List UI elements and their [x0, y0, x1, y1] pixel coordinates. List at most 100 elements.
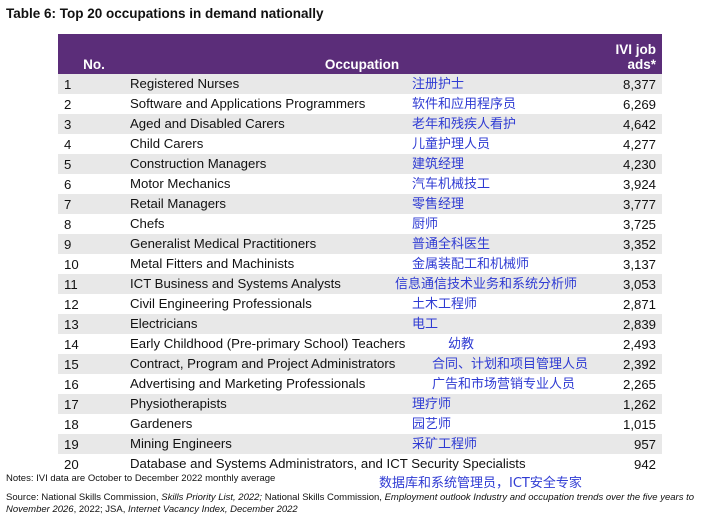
- table-row: 20 Database and Systems Administrators, a…: [58, 454, 662, 474]
- table-row: 7 Retail Managers 零售经理 3,777: [58, 194, 662, 214]
- table-row: 19 Mining Engineers 采矿工程师 957: [58, 434, 662, 454]
- occupation-cell: Generalist Medical Practitioners 普通全科医生: [130, 234, 594, 254]
- table-row: 12 Civil Engineering Professionals 土木工程师 2,…: [58, 294, 662, 314]
- occupation-name: Generalist Medical Practitioners: [130, 236, 317, 251]
- occupation-chinese-annotation: 合同、计划和项目管理人员: [432, 357, 589, 372]
- source-mid: National Skills Commission,: [262, 492, 385, 503]
- occupation-chinese-annotation: 金属装配工和机械师: [412, 257, 530, 272]
- occupation-chinese-annotation: 软件和应用程序员: [412, 97, 517, 112]
- occupation-cell: Contract, Program and Project Administra…: [130, 354, 594, 374]
- ivi-job-ads-count: 6,269: [594, 94, 662, 114]
- occupation-name: ICT Business and Systems Analysts: [130, 276, 341, 291]
- occupation-name: Contract, Program and Project Administra…: [130, 356, 396, 371]
- occupation-chinese-annotation: 数据库和系统管理员，ICT安全专家: [379, 476, 582, 491]
- row-number: 16: [58, 374, 130, 394]
- header-ivi-job-ads: IVI job ads*: [594, 34, 662, 74]
- table-row: 16 Advertising and Marketing Professional…: [58, 374, 662, 394]
- source-skills-priority-list: Skills Priority List, 2022;: [161, 492, 263, 503]
- occupation-chinese-annotation: 建筑经理: [412, 157, 465, 172]
- row-number: 7: [58, 194, 130, 214]
- source-employment-outlook: Employment outlook Industry and occupati…: [6, 492, 695, 515]
- source-note: Source: National Skills Commission, Skil…: [6, 492, 696, 516]
- ivi-job-ads-count: 1,015: [594, 414, 662, 434]
- occupation-chinese-annotation: 儿童护理人员: [412, 137, 491, 152]
- occupation-cell: Advertising and Marketing Professionals 广…: [130, 374, 594, 394]
- source-internet-vacancy-index: Internet Vacancy Index, December 2022: [128, 504, 298, 515]
- occupation-chinese-annotation: 注册护士: [412, 77, 465, 92]
- occupation-chinese-annotation: 汽车机械技工: [412, 177, 491, 192]
- table-row: 13 Electricians 电工 2,839: [58, 314, 662, 334]
- table-row: 18 Gardeners 园艺师 1,015: [58, 414, 662, 434]
- occupation-name: Child Carers: [130, 136, 204, 151]
- table-row: 14 Early Childhood (Pre-primary School) T…: [58, 334, 662, 354]
- occupation-name: Retail Managers: [130, 196, 227, 211]
- occupation-chinese-annotation: 信息通信技术业务和系统分析师: [395, 277, 578, 292]
- occupation-name: Aged and Disabled Carers: [130, 116, 285, 131]
- ivi-job-ads-count: 3,053: [594, 274, 662, 294]
- ivi-job-ads-count: 2,265: [594, 374, 662, 394]
- ivi-job-ads-count: 942: [594, 454, 662, 474]
- occupation-chinese-annotation: 土木工程师: [412, 297, 478, 312]
- occupation-cell: Mining Engineers 采矿工程师: [130, 434, 594, 454]
- header-ads-line1: IVI job: [615, 42, 657, 57]
- ivi-job-ads-count: 4,642: [594, 114, 662, 134]
- row-number: 2: [58, 94, 130, 114]
- ivi-job-ads-count: 8,377: [594, 74, 662, 94]
- row-number: 5: [58, 154, 130, 174]
- occupation-name: Construction Managers: [130, 156, 267, 171]
- occupation-cell: Construction Managers 建筑经理: [130, 154, 594, 174]
- source-mid2: , 2022; JSA,: [73, 504, 129, 515]
- occupation-name: Registered Nurses: [130, 76, 240, 91]
- occupation-cell: Early Childhood (Pre-primary School) Tea…: [130, 334, 594, 354]
- table-row: 5 Construction Managers 建筑经理 4,230: [58, 154, 662, 174]
- occupation-cell: ICT Business and Systems Analysts 信息通信技术业…: [130, 274, 594, 294]
- occupation-name: Motor Mechanics: [130, 176, 231, 191]
- occupation-chinese-annotation: 园艺师: [412, 417, 452, 432]
- row-number: 9: [58, 234, 130, 254]
- ivi-job-ads-count: 1,262: [594, 394, 662, 414]
- row-number: 18: [58, 414, 130, 434]
- occupation-chinese-annotation: 厨师: [412, 217, 439, 232]
- occupation-name: Advertising and Marketing Professionals: [130, 376, 366, 391]
- occupation-name: Gardeners: [130, 416, 193, 431]
- occupation-cell: Retail Managers 零售经理: [130, 194, 594, 214]
- occupation-cell: Database and Systems Administrators, and…: [130, 454, 594, 474]
- row-number: 17: [58, 394, 130, 414]
- occupation-table: No. Occupation IVI job ads* 1 Registered …: [58, 34, 662, 474]
- ivi-job-ads-count: 2,871: [594, 294, 662, 314]
- row-number: 4: [58, 134, 130, 154]
- table-row: 4 Child Carers 儿童护理人员 4,277: [58, 134, 662, 154]
- occupation-cell: Child Carers 儿童护理人员: [130, 134, 594, 154]
- row-number: 12: [58, 294, 130, 314]
- ivi-job-ads-count: 3,924: [594, 174, 662, 194]
- ivi-job-ads-count: 2,839: [594, 314, 662, 334]
- occupation-chinese-annotation: 普通全科医生: [412, 237, 491, 252]
- row-number: 3: [58, 114, 130, 134]
- row-number: 14: [58, 334, 130, 354]
- ivi-job-ads-count: 957: [594, 434, 662, 454]
- row-number: 19: [58, 434, 130, 454]
- occupation-chinese-annotation: 零售经理: [412, 197, 465, 212]
- ivi-job-ads-count: 2,493: [594, 334, 662, 354]
- occupation-name: Database and Systems Administrators, and…: [130, 456, 526, 471]
- row-number: 13: [58, 314, 130, 334]
- occupation-chinese-annotation: 理疗师: [412, 397, 452, 412]
- ivi-job-ads-count: 4,277: [594, 134, 662, 154]
- table-row: 10 Metal Fitters and Machinists 金属装配工和机械师 3…: [58, 254, 662, 274]
- table-title: Table 6: Top 20 occupations in demand na…: [6, 6, 324, 21]
- occupation-cell: Aged and Disabled Carers 老年和残疾人看护: [130, 114, 594, 134]
- occupation-name: Mining Engineers: [130, 436, 232, 451]
- occupation-name: Physiotherapists: [130, 396, 227, 411]
- occupation-name: Chefs: [130, 216, 165, 231]
- occupation-cell: Software and Applications Programmers 软件和…: [130, 94, 594, 114]
- occupation-name: Electricians: [130, 316, 198, 331]
- occupation-chinese-annotation: 幼教: [448, 337, 475, 352]
- occupation-name: Civil Engineering Professionals: [130, 296, 312, 311]
- occupation-name: Software and Applications Programmers: [130, 96, 366, 111]
- ivi-job-ads-count: 3,777: [594, 194, 662, 214]
- source-prefix: Source: National Skills Commission,: [6, 492, 162, 503]
- table-row: 2 Software and Applications Programmers 软件…: [58, 94, 662, 114]
- ivi-job-ads-count: 2,392: [594, 354, 662, 374]
- occupation-cell: Chefs 厨师: [130, 214, 594, 234]
- table-row: 15 Contract, Program and Project Administ…: [58, 354, 662, 374]
